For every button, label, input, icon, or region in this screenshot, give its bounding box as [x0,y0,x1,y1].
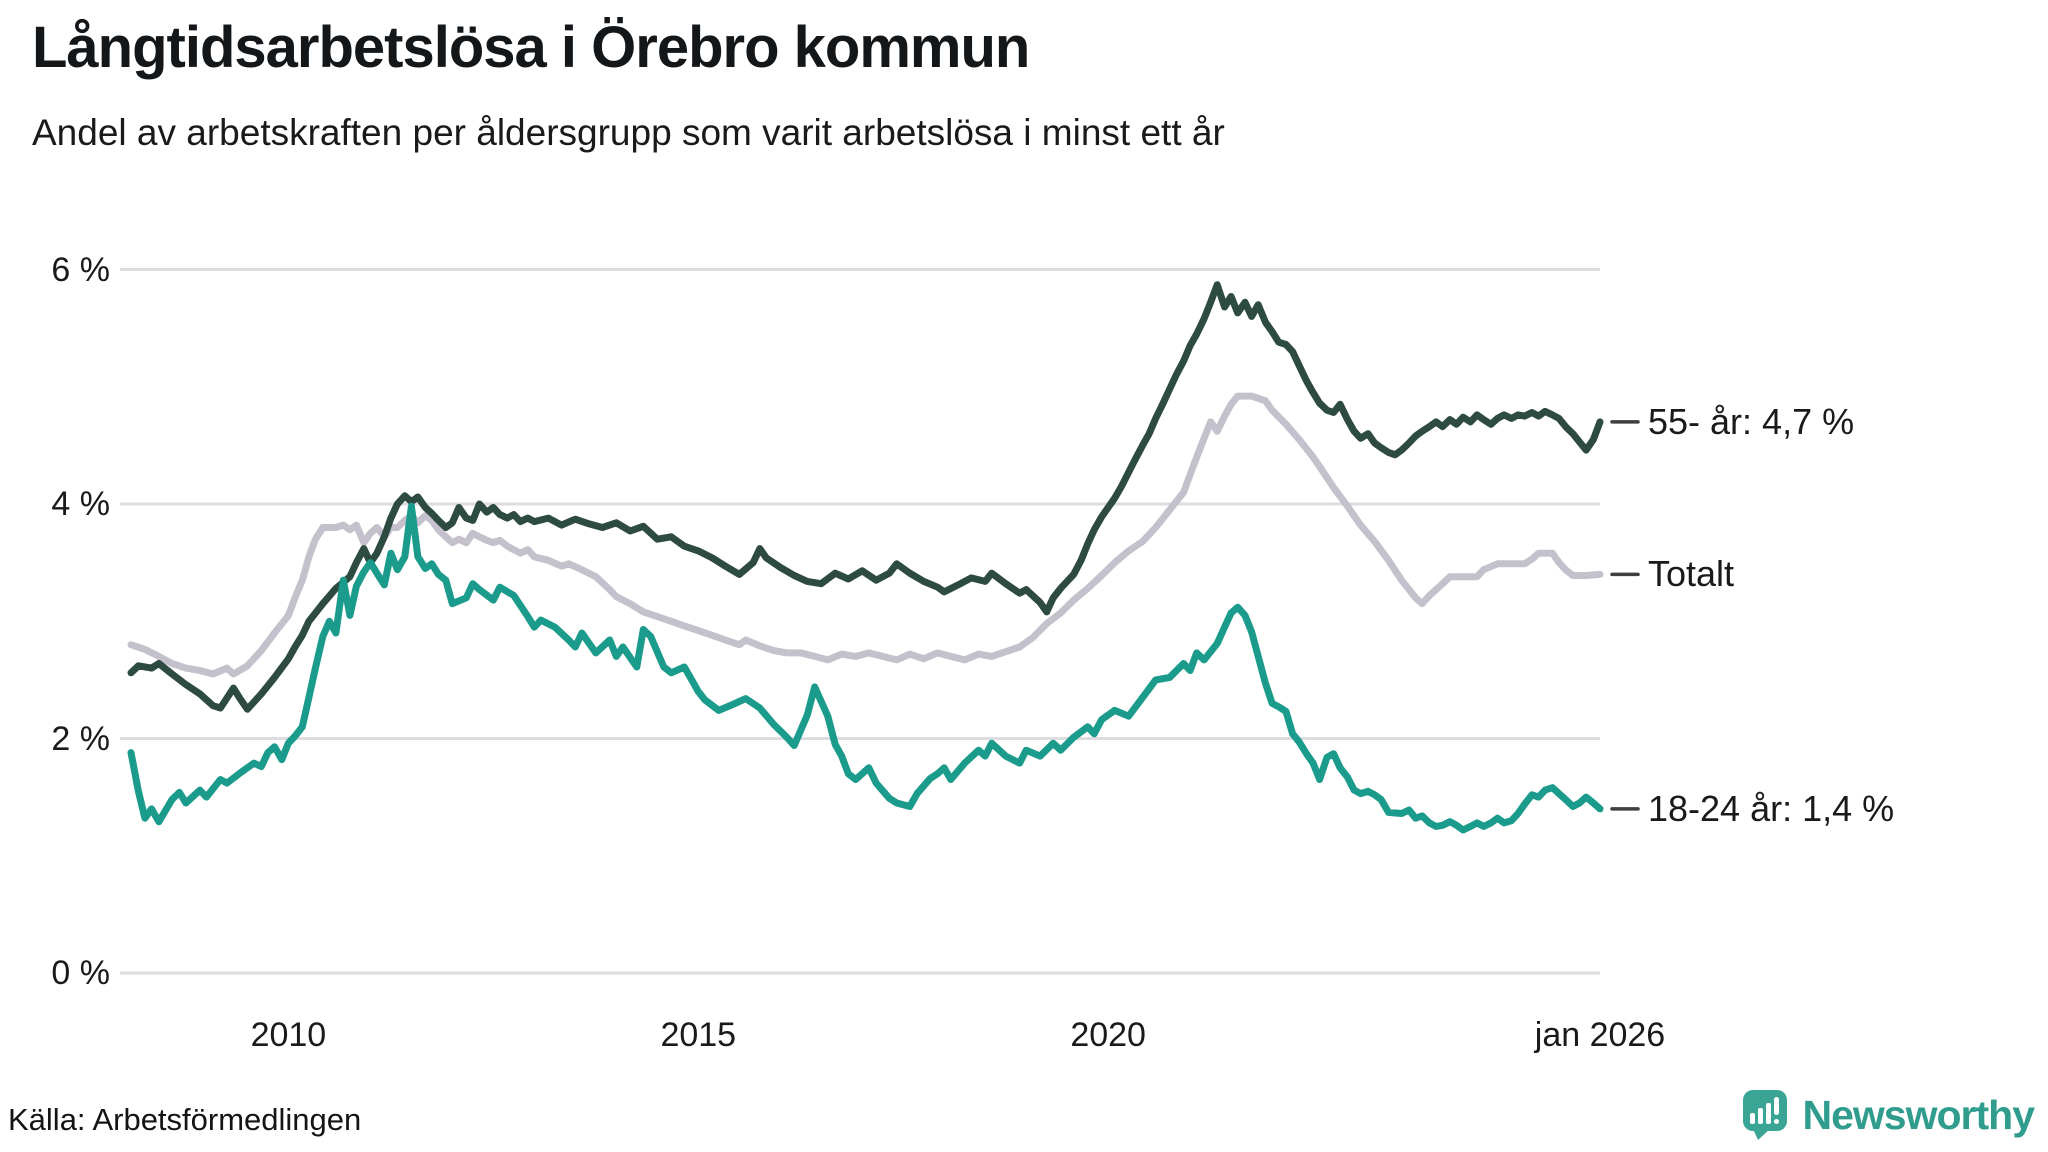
y-axis-tick-label: 4 % [51,485,110,523]
source-note: Källa: Arbetsförmedlingen [8,1102,362,1137]
y-axis-tick-label: 0 % [51,954,110,992]
y-axis-tick-label: 2 % [51,719,110,758]
x-axis-tick-label: jan 2026 [1534,1016,1666,1054]
newsworthy-wordmark: Newsworthy [1802,1091,2035,1138]
y-axis-tick-label: 6 % [51,250,110,289]
chart-subtitle: Andel av arbetskraften per åldersgrupp s… [32,112,1225,153]
x-axis-tick-label: 2010 [250,1016,327,1054]
x-axis-tick-label: 2020 [1070,1016,1146,1054]
newsworthy-icon [1742,1090,1787,1140]
series-end-label-18-24-ar: 18-24 år: 1,4 % [1648,787,1895,829]
page-title: Långtidsarbetslösa i Örebro kommun [32,15,1030,80]
series-end-label-totalt: Totalt [1648,553,1735,595]
x-axis-tick-label: 2015 [660,1016,737,1054]
newsworthy-logo: Newsworthy [1742,1090,2035,1140]
series-end-label-55-ar: 55- år: 4,7 % [1648,400,1855,442]
